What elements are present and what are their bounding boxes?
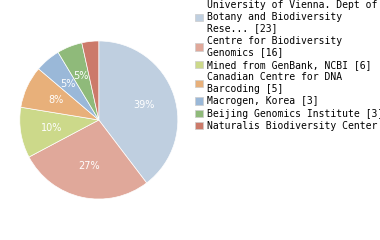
Text: 8%: 8% — [48, 95, 63, 105]
Text: 27%: 27% — [78, 161, 100, 171]
Wedge shape — [29, 120, 147, 199]
Text: 39%: 39% — [133, 100, 154, 110]
Wedge shape — [20, 107, 99, 157]
Text: 10%: 10% — [41, 123, 63, 133]
Wedge shape — [99, 41, 178, 183]
Wedge shape — [58, 43, 99, 120]
Wedge shape — [82, 41, 99, 120]
Wedge shape — [21, 69, 99, 120]
Legend: University of Vienna. Dept of
Botany and Biodiversity
Rese... [23], Centre for B: University of Vienna. Dept of Botany and… — [195, 0, 380, 131]
Text: 5%: 5% — [74, 71, 89, 81]
Wedge shape — [38, 52, 99, 120]
Text: 5%: 5% — [60, 79, 76, 89]
